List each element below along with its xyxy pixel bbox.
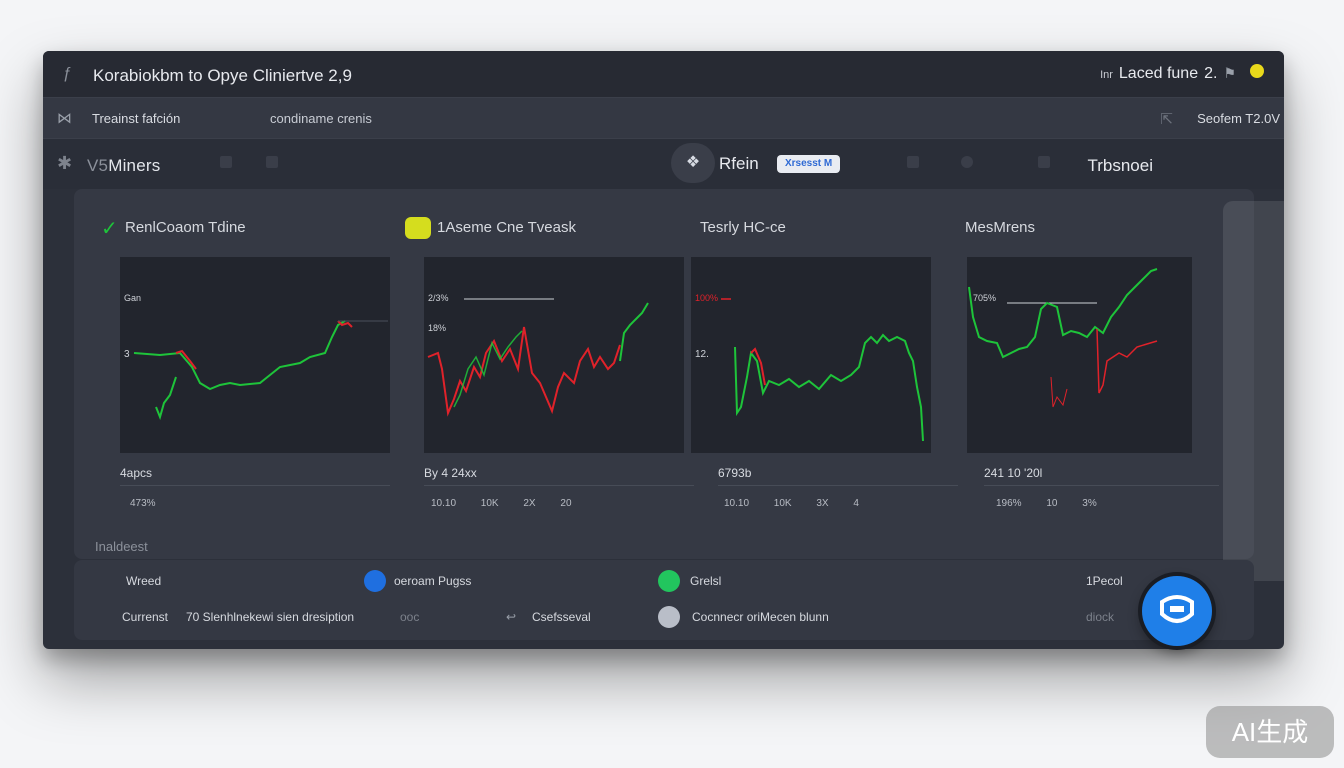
miners-prefix: V5 bbox=[87, 156, 109, 175]
toolbar-badge[interactable]: Xrsesst M bbox=[777, 155, 841, 173]
series-line bbox=[427, 326, 621, 417]
section-label: Inaldeest bbox=[95, 539, 148, 554]
collapse-icon[interactable]: ⋈ bbox=[57, 110, 72, 127]
card-footer-value: 6793b bbox=[718, 466, 752, 480]
series-line bbox=[734, 333, 924, 442]
chart-card[interactable]: ✓ RenlCoaom Tdine Gan 3 4apcs 473% bbox=[101, 189, 391, 529]
more-link[interactable]: ooc bbox=[400, 610, 420, 624]
card-title: Tesrly HC-ce bbox=[700, 219, 786, 236]
toolbar-right-label[interactable]: Trbsnoei bbox=[1087, 156, 1153, 175]
card-footer-stats: 10.10 10K 2X 20 bbox=[431, 498, 572, 509]
subbar-left-label[interactable]: Treainst fafción bbox=[92, 111, 181, 126]
window-title: Korabiokbm to Opye Cliniertve 2,9 bbox=[93, 66, 352, 85]
card-footer-stats: 196% 10 3% bbox=[996, 498, 1097, 509]
title-right-group: Inr Laced fune 2. ⚑ bbox=[1100, 64, 1264, 83]
series-line bbox=[1050, 376, 1068, 408]
link-icon[interactable]: ↩ bbox=[506, 610, 517, 624]
series-line bbox=[750, 347, 766, 386]
bottom-panel: Wreed oeroam Pugss Grelsl 1Pecol Currens… bbox=[74, 560, 1254, 640]
card-title: RenlCoaom Tdine bbox=[125, 219, 246, 236]
bottom-item-label[interactable]: 1Pecol bbox=[1086, 574, 1123, 588]
toolbar-ghost-icon[interactable] bbox=[220, 156, 232, 168]
toolbar-ghost-icon[interactable] bbox=[961, 156, 973, 168]
divider bbox=[984, 485, 1219, 486]
series-line bbox=[968, 268, 1158, 359]
toolbar-center-label[interactable]: Rfein bbox=[719, 154, 759, 173]
card-title: 1Aseme Cne Tveask bbox=[437, 219, 576, 236]
price-chart[interactable]: Gan 3 bbox=[120, 257, 390, 453]
bottom-item-label[interactable]: Wreed bbox=[126, 574, 162, 588]
side-panel-edge bbox=[1223, 201, 1284, 581]
back-arrow-icon[interactable]: ⇱ bbox=[1160, 111, 1173, 128]
price-chart[interactable]: 100% 12. bbox=[691, 257, 931, 453]
subbar-center-label[interactable]: condiname crenis bbox=[270, 111, 372, 126]
current-label: Currenst bbox=[122, 610, 169, 624]
card-footer-value: By 4 24xx bbox=[424, 466, 477, 480]
series-line bbox=[337, 320, 353, 328]
pin-icon[interactable]: ⚑ bbox=[1223, 65, 1236, 81]
miners-label: Miners bbox=[108, 156, 161, 175]
divider bbox=[424, 485, 694, 486]
divider bbox=[120, 485, 390, 486]
shield-icon bbox=[1160, 595, 1194, 623]
check-icon: ✓ bbox=[101, 218, 118, 240]
miners-tab[interactable]: V5Miners bbox=[87, 156, 160, 176]
sub-bar: ⋈ Treainst fafción condiname crenis ⇱ Se… bbox=[43, 97, 1284, 139]
card-footer-value: 241 10 '20l bbox=[984, 466, 1043, 480]
series-line bbox=[453, 330, 523, 408]
title-bar: ƒ Korabiokbm to Opye Cliniertve 2,9 Inr … bbox=[43, 51, 1284, 97]
card-footer-value: 4apcs bbox=[120, 466, 153, 480]
bottom-end-label[interactable]: diock bbox=[1086, 610, 1115, 624]
app-icon: ƒ bbox=[63, 65, 72, 82]
title-right-label[interactable]: Laced fune bbox=[1118, 65, 1199, 82]
ai-generated-badge: AI生成 bbox=[1206, 706, 1334, 758]
y-tick: 705% bbox=[973, 293, 996, 303]
current-description[interactable]: 70 Slenhlnekewi sien dresiption bbox=[186, 610, 355, 624]
bottom-mid-label[interactable]: Csefsseval bbox=[532, 610, 591, 624]
chart-card[interactable]: 1Aseme Cne Tveask 2/3% 18% By 4 24xx 10.… bbox=[405, 189, 695, 529]
title-right-extra: 2. bbox=[1204, 65, 1218, 82]
series-line bbox=[1096, 328, 1158, 394]
card-footer-stats: 473% bbox=[130, 498, 156, 509]
coin-icon[interactable] bbox=[1250, 64, 1264, 78]
price-chart[interactable]: 2/3% 18% bbox=[424, 257, 684, 453]
card-title: MesMrens bbox=[965, 219, 1036, 236]
bottom-right-label[interactable]: Cocnnecr oriMecen blunn bbox=[692, 610, 829, 624]
toolbar-ghost-icon[interactable] bbox=[907, 156, 919, 168]
toolbar-ghost-icon[interactable] bbox=[1038, 156, 1050, 168]
chart-card[interactable]: Tesrly HC-ce 100% 12. 6793b 10.10 10K 3X… bbox=[691, 189, 969, 529]
version-label: Seofem T2.0V bbox=[1197, 111, 1280, 126]
chart-card[interactable]: MesMrens 705% 241 10 '20l 196% 10 3% bbox=[965, 189, 1225, 529]
y-tick: 18% bbox=[428, 323, 446, 333]
y-tick: 3 bbox=[124, 349, 130, 360]
y-tick: 100% bbox=[695, 293, 718, 303]
bottom-item-label[interactable]: oeroam Pugss bbox=[394, 574, 472, 588]
series-line bbox=[155, 376, 177, 421]
toolbar: ✱ V5Miners ❖ Rfein Xrsesst M Trbsnoei bbox=[43, 139, 1284, 189]
tether-icon[interactable] bbox=[364, 570, 386, 592]
charts-panel: ✓ RenlCoaom Tdine Gan 3 4apcs 473% 1Asem… bbox=[74, 189, 1254, 559]
divider bbox=[718, 485, 958, 486]
series-line bbox=[133, 320, 346, 391]
card-footer-stats: 10.10 10K 3X 4 bbox=[724, 498, 859, 509]
series-line bbox=[619, 302, 649, 362]
yellow-badge-icon bbox=[405, 217, 431, 239]
bottom-item-label[interactable]: Grelsl bbox=[690, 574, 722, 588]
series-line bbox=[175, 349, 197, 370]
avatar[interactable] bbox=[658, 606, 680, 628]
y-tick: Gan bbox=[124, 293, 141, 303]
shield-action-button[interactable] bbox=[1142, 576, 1212, 646]
rocket-icon[interactable]: ❖ bbox=[671, 143, 715, 183]
toolbar-ghost-icon[interactable] bbox=[266, 156, 278, 168]
title-right-small: Inr bbox=[1100, 69, 1113, 81]
y-tick: 2/3% bbox=[428, 293, 449, 303]
app-window: ƒ Korabiokbm to Opye Cliniertve 2,9 Inr … bbox=[43, 51, 1284, 649]
pickaxe-icon[interactable]: ✱ bbox=[57, 153, 73, 173]
chat-icon[interactable] bbox=[658, 570, 680, 592]
price-chart[interactable]: 705% bbox=[967, 257, 1192, 453]
y-tick: 12. bbox=[695, 349, 709, 360]
